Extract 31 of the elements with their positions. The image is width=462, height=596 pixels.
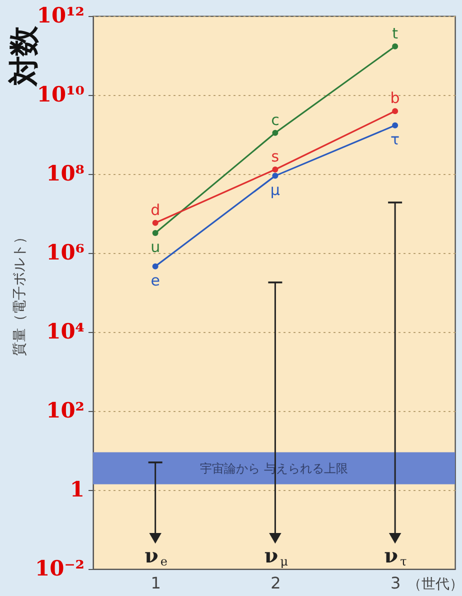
data-label: e xyxy=(150,271,160,290)
y-axis-title: 質量（電子ボルト） xyxy=(12,230,28,356)
data-label: μ xyxy=(270,180,280,199)
point xyxy=(392,122,398,128)
data-label: c xyxy=(271,110,280,129)
point xyxy=(152,220,158,226)
data-label: u xyxy=(150,238,160,256)
point xyxy=(152,230,158,236)
point xyxy=(392,43,398,50)
data-label: t xyxy=(392,24,398,42)
x-tick-label: 2 xyxy=(270,574,281,592)
y-tick-label: 10⁴ xyxy=(46,318,84,344)
data-label: d xyxy=(150,200,160,219)
y-tick-label: 10¹² xyxy=(36,2,84,28)
x-axis-title: （世代） xyxy=(408,576,462,592)
data-label: b xyxy=(390,89,400,108)
x-tick-label: 1 xyxy=(150,574,161,592)
y-tick-label: 10⁶ xyxy=(46,240,84,264)
y-tick-label: 10² xyxy=(46,398,84,422)
point xyxy=(272,172,278,179)
point xyxy=(272,130,278,136)
x-tick-label: 3 xyxy=(390,574,401,592)
y-tick-label: 10⁻² xyxy=(34,556,84,580)
y-tick-label: 1 xyxy=(70,476,84,502)
point xyxy=(152,263,158,270)
point xyxy=(272,166,278,172)
data-label: s xyxy=(271,148,280,166)
y-tick-label: 10⁸ xyxy=(46,160,84,186)
band-label: 宇宙論から 与えられる上限 xyxy=(200,461,348,476)
point xyxy=(392,108,398,114)
data-label: τ xyxy=(390,130,400,148)
